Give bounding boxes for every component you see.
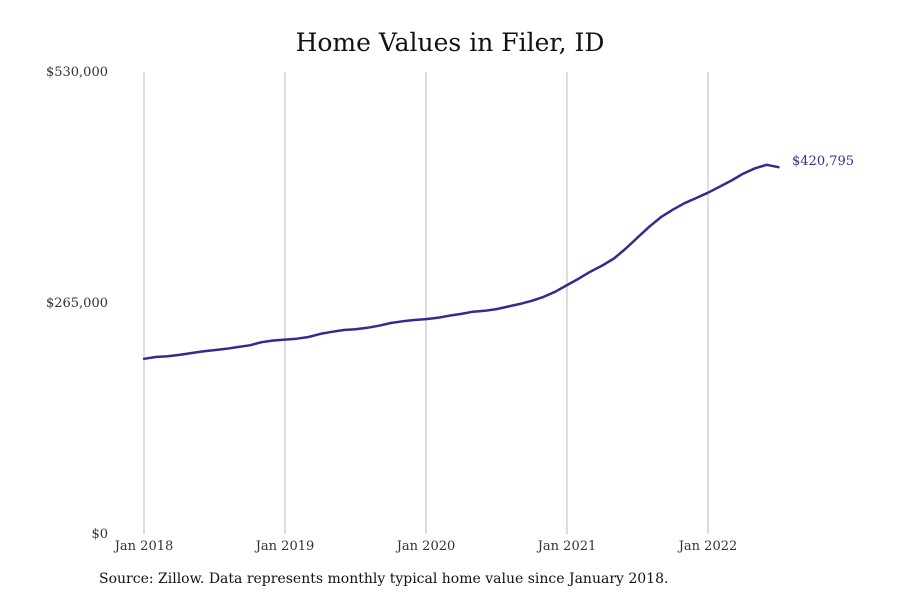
data-point	[531, 300, 533, 302]
data-point	[155, 356, 157, 358]
x-tick-label: Jan 2021	[536, 539, 597, 554]
data-point	[331, 331, 333, 333]
data-point	[425, 318, 427, 320]
x-tick-label: Jan 2022	[677, 539, 738, 554]
data-point	[730, 179, 732, 181]
data-point	[178, 354, 180, 356]
data-point	[378, 325, 380, 327]
data-point	[683, 202, 685, 204]
data-point	[472, 311, 474, 313]
chart-title: Home Values in Filer, ID	[295, 28, 605, 57]
series-line	[142, 163, 780, 361]
data-point	[777, 166, 779, 168]
data-point	[601, 264, 603, 266]
data-point	[343, 329, 345, 331]
data-point	[366, 327, 368, 329]
x-tick-label: Jan 2020	[395, 539, 456, 554]
y-tick-label: $265,000	[46, 296, 108, 311]
end-value-label: $420,795	[792, 154, 854, 169]
data-point	[589, 270, 591, 272]
data-point	[437, 317, 439, 319]
data-point	[213, 349, 215, 351]
data-point	[766, 164, 768, 166]
source-note: Source: Zillow. Data represents monthly …	[99, 571, 669, 587]
data-point	[401, 320, 403, 322]
x-tick-label: Jan 2019	[254, 539, 315, 554]
data-point	[648, 226, 650, 228]
data-point	[143, 358, 145, 360]
data-point	[413, 319, 415, 321]
data-point	[190, 352, 192, 354]
data-point	[460, 313, 462, 315]
y-tick-label: $530,000	[46, 65, 108, 80]
data-point	[566, 284, 568, 286]
data-point	[202, 350, 204, 352]
y-tick-label: $0	[91, 527, 108, 542]
data-point	[542, 296, 544, 298]
data-point	[296, 338, 298, 340]
data-point	[319, 333, 321, 335]
data-point	[448, 314, 450, 316]
data-point	[672, 209, 674, 211]
data-point	[754, 167, 756, 169]
data-point	[636, 236, 638, 238]
data-point	[484, 310, 486, 312]
data-point	[166, 355, 168, 357]
x-tick-label: Jan 2018	[113, 539, 174, 554]
data-point	[660, 216, 662, 218]
data-point	[519, 303, 521, 305]
data-point	[695, 197, 697, 199]
data-point	[307, 336, 309, 338]
data-point	[613, 257, 615, 259]
data-point	[237, 346, 239, 348]
data-point	[284, 338, 286, 340]
data-point	[260, 341, 262, 343]
data-point	[507, 305, 509, 307]
data-point	[495, 308, 497, 310]
data-point	[554, 291, 556, 293]
data-point	[249, 344, 251, 346]
data-point	[272, 339, 274, 341]
data-point	[354, 328, 356, 330]
data-point	[578, 277, 580, 279]
data-point	[707, 192, 709, 194]
data-point	[625, 247, 627, 249]
data-point	[390, 322, 392, 324]
data-point	[742, 172, 744, 174]
data-point	[225, 348, 227, 350]
data-point	[719, 185, 721, 187]
